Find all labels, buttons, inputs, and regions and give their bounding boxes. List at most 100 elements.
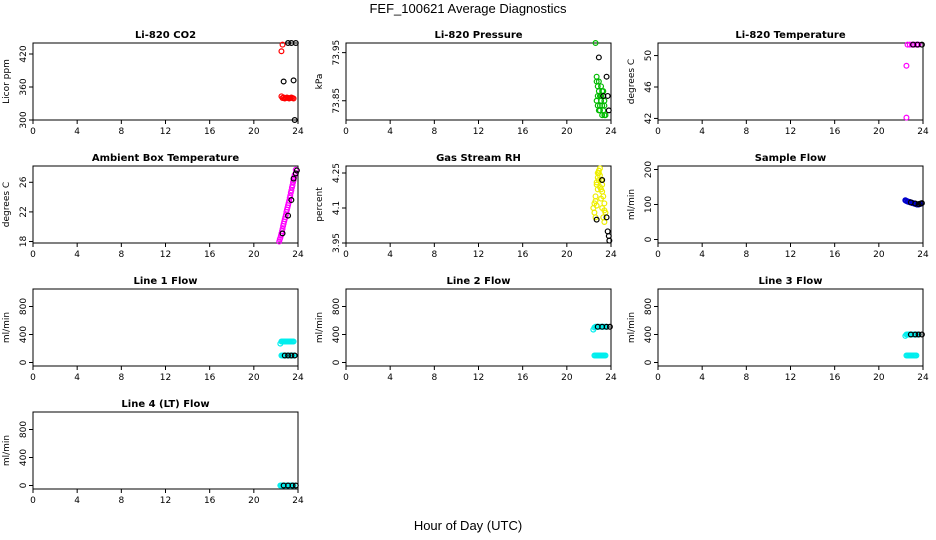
x-tick-label: 16 [517,127,529,137]
x-tick-label: 24 [917,250,929,260]
x-tick-label: 0 [30,373,36,383]
x-tick-label: 24 [917,373,929,383]
data-point [598,92,605,99]
x-tick-label: 20 [248,496,260,506]
x-tick-label: 12 [160,250,171,260]
x-tick-label: 4 [699,250,705,260]
plot-frame [32,288,299,367]
x-tick-label: 12 [785,250,796,260]
y-tick-label: 26 [19,176,29,188]
x-tick-label: 8 [118,496,124,506]
y-tick-label: 0 [644,236,654,242]
x-tick-label: 16 [829,373,841,383]
x-tick-label: 4 [387,373,393,383]
x-tick-label: 4 [387,250,393,260]
data-point [591,209,598,216]
data-point [290,338,297,345]
x-tick-label: 8 [431,373,437,383]
y-tick-label: 0 [332,359,342,365]
x-tick-label: 16 [829,127,841,137]
data-point [603,73,610,80]
x-tick-label: 8 [743,373,749,383]
x-tick-label: 24 [605,250,617,260]
data-point [918,331,925,338]
panel-title: Sample Flow [755,153,827,164]
data-point [592,39,599,46]
panel-title: Li-820 Pressure [434,30,522,41]
y-tick-label: 46 [644,81,654,93]
data-point [912,200,919,207]
data-point [606,237,613,244]
x-tick-label: 8 [743,250,749,260]
x-tick-label: 12 [473,373,484,383]
y-tick-label: 0 [19,482,29,488]
data-point [596,107,603,114]
data-point [912,331,919,338]
x-tick-label: 8 [118,373,124,383]
data-point [285,212,292,219]
y-tick-label: 22 [19,206,29,217]
data-point [276,236,283,243]
data-point [602,112,609,119]
x-tick-label: 0 [30,127,36,137]
data-point [279,230,286,237]
x-tick-label: 16 [204,250,216,260]
panel-title: Line 4 (LT) Flow [121,399,209,410]
plot-frame [657,288,924,367]
y-axis-label: degrees C [627,59,637,104]
data-point [292,482,299,489]
panel-4: Ambient Box Temperature degrees C 0 4 8 12 16 2… [2,153,304,260]
x-tick-label: 0 [343,127,349,137]
x-tick-label: 20 [561,373,573,383]
y-tick-label: 360 [19,78,29,95]
x-tick-label: 20 [873,127,885,137]
y-tick-label: 400 [19,326,29,343]
figure-title: FEF_100621 Average Diagnostics [369,1,567,16]
x-tick-label: 24 [605,373,617,383]
x-tick-label: 20 [873,373,885,383]
data-point [593,73,600,80]
data-point [290,175,297,182]
plot-frame [345,165,612,244]
x-tick-label: 16 [204,496,216,506]
x-tick-label: 12 [160,373,171,383]
plot-frame [345,42,612,121]
panel-title: Li-820 Temperature [735,30,845,41]
panel-7: Line 1 Flow ml/min 0 4 8 12 16 20 24 0 400 800 [2,276,304,383]
x-tick-label: 0 [655,373,661,383]
plot-frame [345,288,612,367]
data-point [915,331,922,338]
data-point [592,198,599,205]
data-point [291,352,298,359]
x-tick-label: 12 [785,127,796,137]
data-point [601,102,608,109]
panel-9: Line 3 Flow ml/min 0 4 8 12 16 20 24 0 400 800 [627,276,929,383]
x-axis-label: Hour of Day (UTC) [413,518,523,533]
panel-title: Line 3 Flow [759,276,823,287]
panel-title: Ambient Box Temperature [92,153,239,164]
x-tick-label: 8 [431,127,437,137]
panel-title: Line 1 Flow [134,276,198,287]
data-point [599,112,606,119]
y-tick-label: 300 [19,111,29,128]
y-tick-label: 800 [19,298,29,315]
y-axis-label: Licor ppm [2,59,12,104]
data-point [601,200,608,207]
panel-title: Gas Stream RH [436,153,521,164]
panel-2: Li-820 Pressure kPa 0 4 8 12 16 20 24 73.85 73.95 [315,30,617,137]
y-tick-label: 800 [644,298,654,315]
data-point [292,39,299,46]
x-tick-label: 24 [292,127,304,137]
x-tick-label: 24 [292,496,304,506]
x-tick-label: 24 [292,373,304,383]
data-point [289,482,296,489]
x-tick-label: 20 [248,373,260,383]
panel-title: Li-820 CO2 [135,30,196,41]
x-tick-label: 4 [699,127,705,137]
data-point [598,186,605,193]
x-tick-label: 8 [118,127,124,137]
x-tick-label: 0 [343,250,349,260]
x-tick-label: 4 [74,127,80,137]
data-point [598,195,605,202]
x-tick-label: 0 [343,373,349,383]
